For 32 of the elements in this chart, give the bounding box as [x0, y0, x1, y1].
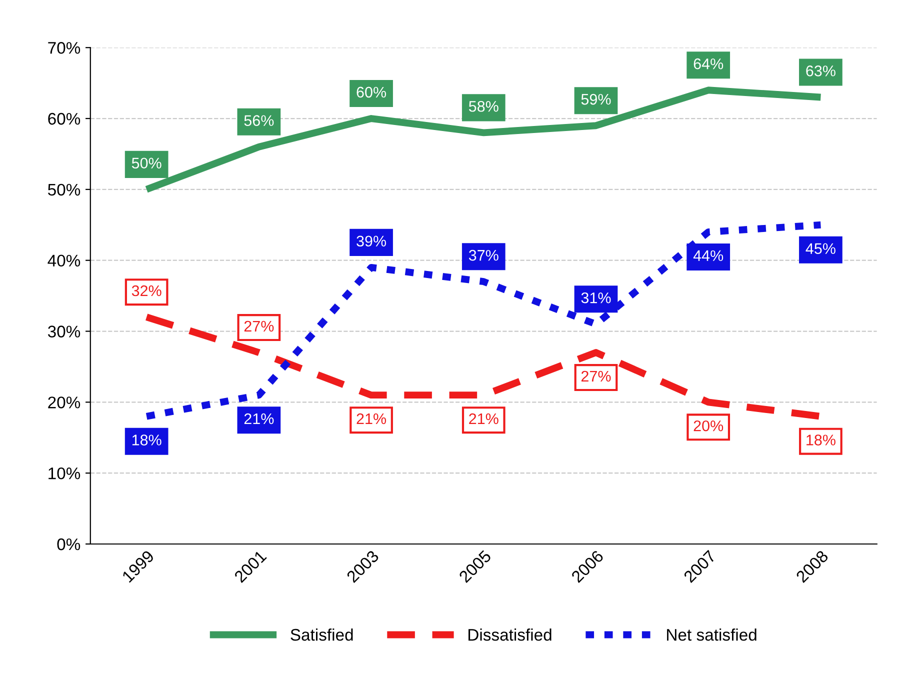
- y-tick-label: 10%: [48, 467, 80, 480]
- data-label: 21%: [469, 413, 498, 424]
- data-label: 21%: [356, 413, 386, 424]
- data-label: 44%: [693, 250, 724, 262]
- y-tick-label: 60%: [48, 112, 80, 125]
- data-label: 58%: [468, 100, 498, 112]
- data-label: 63%: [806, 66, 836, 76]
- data-label: 60%: [356, 86, 386, 98]
- y-tick-label: 50%: [48, 184, 80, 196]
- data-label: 59%: [581, 94, 611, 105]
- data-label: 64%: [694, 58, 724, 70]
- data-label: 39%: [356, 236, 386, 247]
- y-tick-label: 20%: [48, 396, 80, 408]
- data-label: 37%: [468, 250, 498, 261]
- y-tick-label: 70%: [48, 42, 80, 54]
- legend-label: Satisfied: [290, 628, 353, 641]
- y-tick-label: 0%: [57, 538, 80, 550]
- data-label: 18%: [132, 434, 162, 446]
- data-label: 45%: [806, 243, 836, 254]
- y-tick-label: 40%: [48, 254, 80, 267]
- legend-label: Dissatisfied: [468, 628, 552, 641]
- legend-label: Net satisfied: [667, 628, 756, 641]
- data-label: 32%: [132, 285, 162, 296]
- y-tick-label: 30%: [48, 326, 80, 338]
- data-label: 50%: [132, 158, 162, 169]
- data-label: 27%: [581, 370, 611, 382]
- data-label: 56%: [244, 115, 274, 126]
- data-label: 20%: [694, 420, 724, 432]
- data-label: 31%: [581, 292, 611, 304]
- data-label: 18%: [806, 434, 836, 446]
- data-label: 27%: [244, 320, 274, 332]
- data-label: 21%: [244, 413, 274, 424]
